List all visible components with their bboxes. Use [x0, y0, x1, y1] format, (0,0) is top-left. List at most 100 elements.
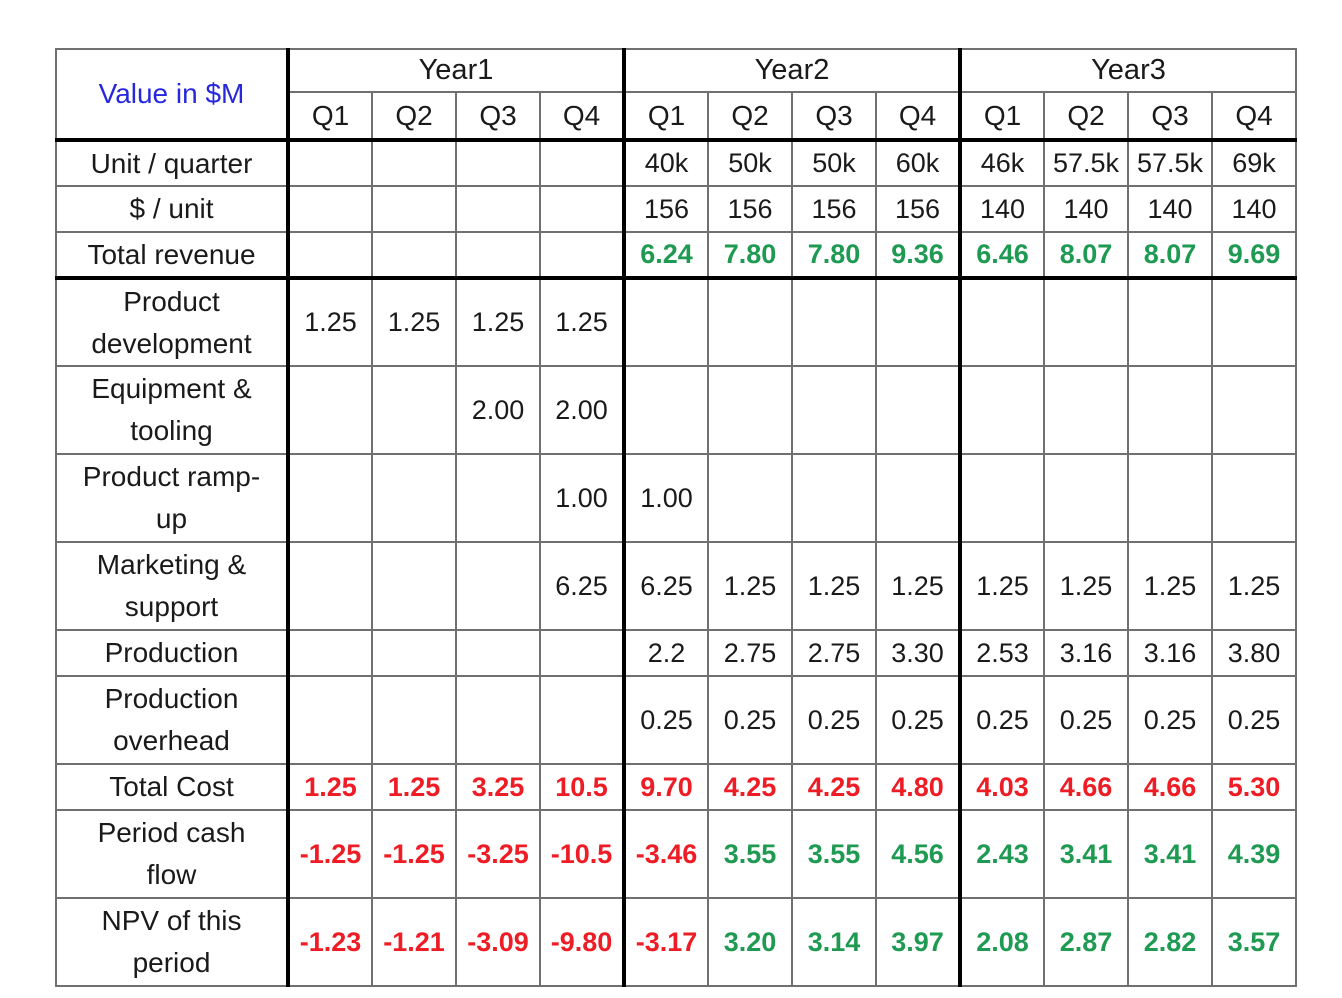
value-cell — [287, 139, 373, 187]
value-cell: 3.14 — [791, 897, 877, 987]
value-cell: 4.03 — [959, 763, 1045, 811]
value-cell: 140 — [959, 185, 1045, 233]
value-cell: 3.41 — [1127, 809, 1213, 899]
value-cell — [287, 541, 373, 631]
value-cell: 156 — [875, 185, 962, 233]
table-title: Value in $M — [55, 48, 290, 142]
value-cell: 46k — [959, 139, 1045, 187]
quarter-header: Q4 — [1211, 91, 1297, 142]
value-cell — [371, 231, 457, 280]
value-cell: 2.82 — [1127, 897, 1213, 987]
value-cell — [287, 453, 373, 543]
value-cell: 50k — [791, 139, 877, 187]
value-cell — [959, 453, 1045, 543]
value-cell — [1211, 277, 1297, 367]
value-cell — [455, 629, 541, 677]
value-cell: 9.36 — [875, 231, 962, 280]
value-cell — [287, 629, 373, 677]
value-cell — [1211, 453, 1297, 543]
value-cell: 2.2 — [623, 629, 709, 677]
value-cell — [539, 185, 626, 233]
value-cell: 1.25 — [959, 541, 1045, 631]
value-cell: 50k — [707, 139, 793, 187]
value-cell — [371, 629, 457, 677]
table-row: Total Cost 1.25 1.25 3.25 10.5 9.70 4.25 4.25 4.… — [55, 763, 1297, 811]
value-cell: -1.25 — [371, 809, 457, 899]
value-cell: 3.55 — [791, 809, 877, 899]
value-cell — [623, 365, 709, 455]
value-cell: 6.46 — [959, 231, 1045, 280]
value-cell — [287, 365, 373, 455]
value-cell — [455, 675, 541, 765]
year-header-year1: Year1 — [287, 48, 626, 93]
value-cell — [287, 231, 373, 280]
value-cell: 1.25 — [287, 763, 373, 811]
value-cell — [791, 277, 877, 367]
value-cell: 140 — [1211, 185, 1297, 233]
year-header-row: Value in $M Year1 Year2 Year3 — [55, 48, 1297, 142]
quarter-header: Q3 — [455, 91, 541, 142]
value-cell: 0.25 — [623, 675, 709, 765]
value-cell: 3.57 — [1211, 897, 1297, 987]
financial-projection-table: Value in $M Year1 Year2 Year3 Q1 Q2 Q3 Q4 Q1… — [55, 48, 1297, 987]
value-cell: 4.25 — [707, 763, 793, 811]
value-cell: 140 — [1043, 185, 1129, 233]
value-cell: 3.41 — [1043, 809, 1129, 899]
value-cell — [791, 453, 877, 543]
value-cell — [875, 453, 962, 543]
value-cell — [1043, 365, 1129, 455]
row-label: Product ramp-up — [55, 453, 290, 543]
value-cell — [455, 453, 541, 543]
value-cell: 0.25 — [791, 675, 877, 765]
value-cell — [455, 231, 541, 280]
row-label: Unit / quarter — [55, 139, 290, 187]
value-cell: 4.25 — [791, 763, 877, 811]
row-label: Total revenue — [55, 231, 290, 280]
value-cell: -9.80 — [539, 897, 626, 987]
value-cell: 1.25 — [371, 277, 457, 367]
value-cell: 1.25 — [875, 541, 962, 631]
table-row: Product development 1.25 1.25 1.25 1.25 — [55, 277, 1297, 367]
table-row: Production overhead 0.25 0.25 0.25 0.25 0.25 0… — [55, 675, 1297, 765]
value-cell: 3.16 — [1043, 629, 1129, 677]
value-cell: 3.55 — [707, 809, 793, 899]
value-cell: 60k — [875, 139, 962, 187]
value-cell: 2.00 — [455, 365, 541, 455]
value-cell: 2.75 — [707, 629, 793, 677]
year-header-year2: Year2 — [623, 48, 962, 93]
value-cell: -1.23 — [287, 897, 373, 987]
quarter-header: Q2 — [1043, 91, 1129, 142]
row-label: $ / unit — [55, 185, 290, 233]
quarter-header: Q4 — [875, 91, 962, 142]
value-cell: 2.75 — [791, 629, 877, 677]
value-cell — [875, 277, 962, 367]
value-cell: 9.69 — [1211, 231, 1297, 280]
value-cell: 1.25 — [455, 277, 541, 367]
value-cell: 1.25 — [539, 277, 626, 367]
value-cell — [875, 365, 962, 455]
value-cell: 3.80 — [1211, 629, 1297, 677]
table-row: Total revenue 6.24 7.80 7.80 9.36 6.46 8.07 8.0… — [55, 231, 1297, 280]
row-label: Marketing & support — [55, 541, 290, 631]
value-cell — [371, 675, 457, 765]
value-cell: -3.17 — [623, 897, 709, 987]
value-cell: 0.25 — [875, 675, 962, 765]
value-cell: 4.66 — [1043, 763, 1129, 811]
value-cell — [371, 365, 457, 455]
value-cell: -3.25 — [455, 809, 541, 899]
value-cell: -10.5 — [539, 809, 626, 899]
value-cell: 6.25 — [539, 541, 626, 631]
value-cell: 1.25 — [1211, 541, 1297, 631]
value-cell: -3.46 — [623, 809, 709, 899]
value-cell — [623, 277, 709, 367]
quarter-header: Q3 — [1127, 91, 1213, 142]
value-cell: 1.25 — [287, 277, 373, 367]
value-cell: 156 — [791, 185, 877, 233]
value-cell: 4.66 — [1127, 763, 1213, 811]
value-cell — [371, 453, 457, 543]
row-label: NPV of this period — [55, 897, 290, 987]
quarter-header-row: Q1 Q2 Q3 Q4 Q1 Q2 Q3 Q4 Q1 Q2 Q3 Q4 — [56, 91, 1297, 142]
value-cell: 57.5k — [1127, 139, 1213, 187]
value-cell — [455, 139, 541, 187]
value-cell — [287, 675, 373, 765]
